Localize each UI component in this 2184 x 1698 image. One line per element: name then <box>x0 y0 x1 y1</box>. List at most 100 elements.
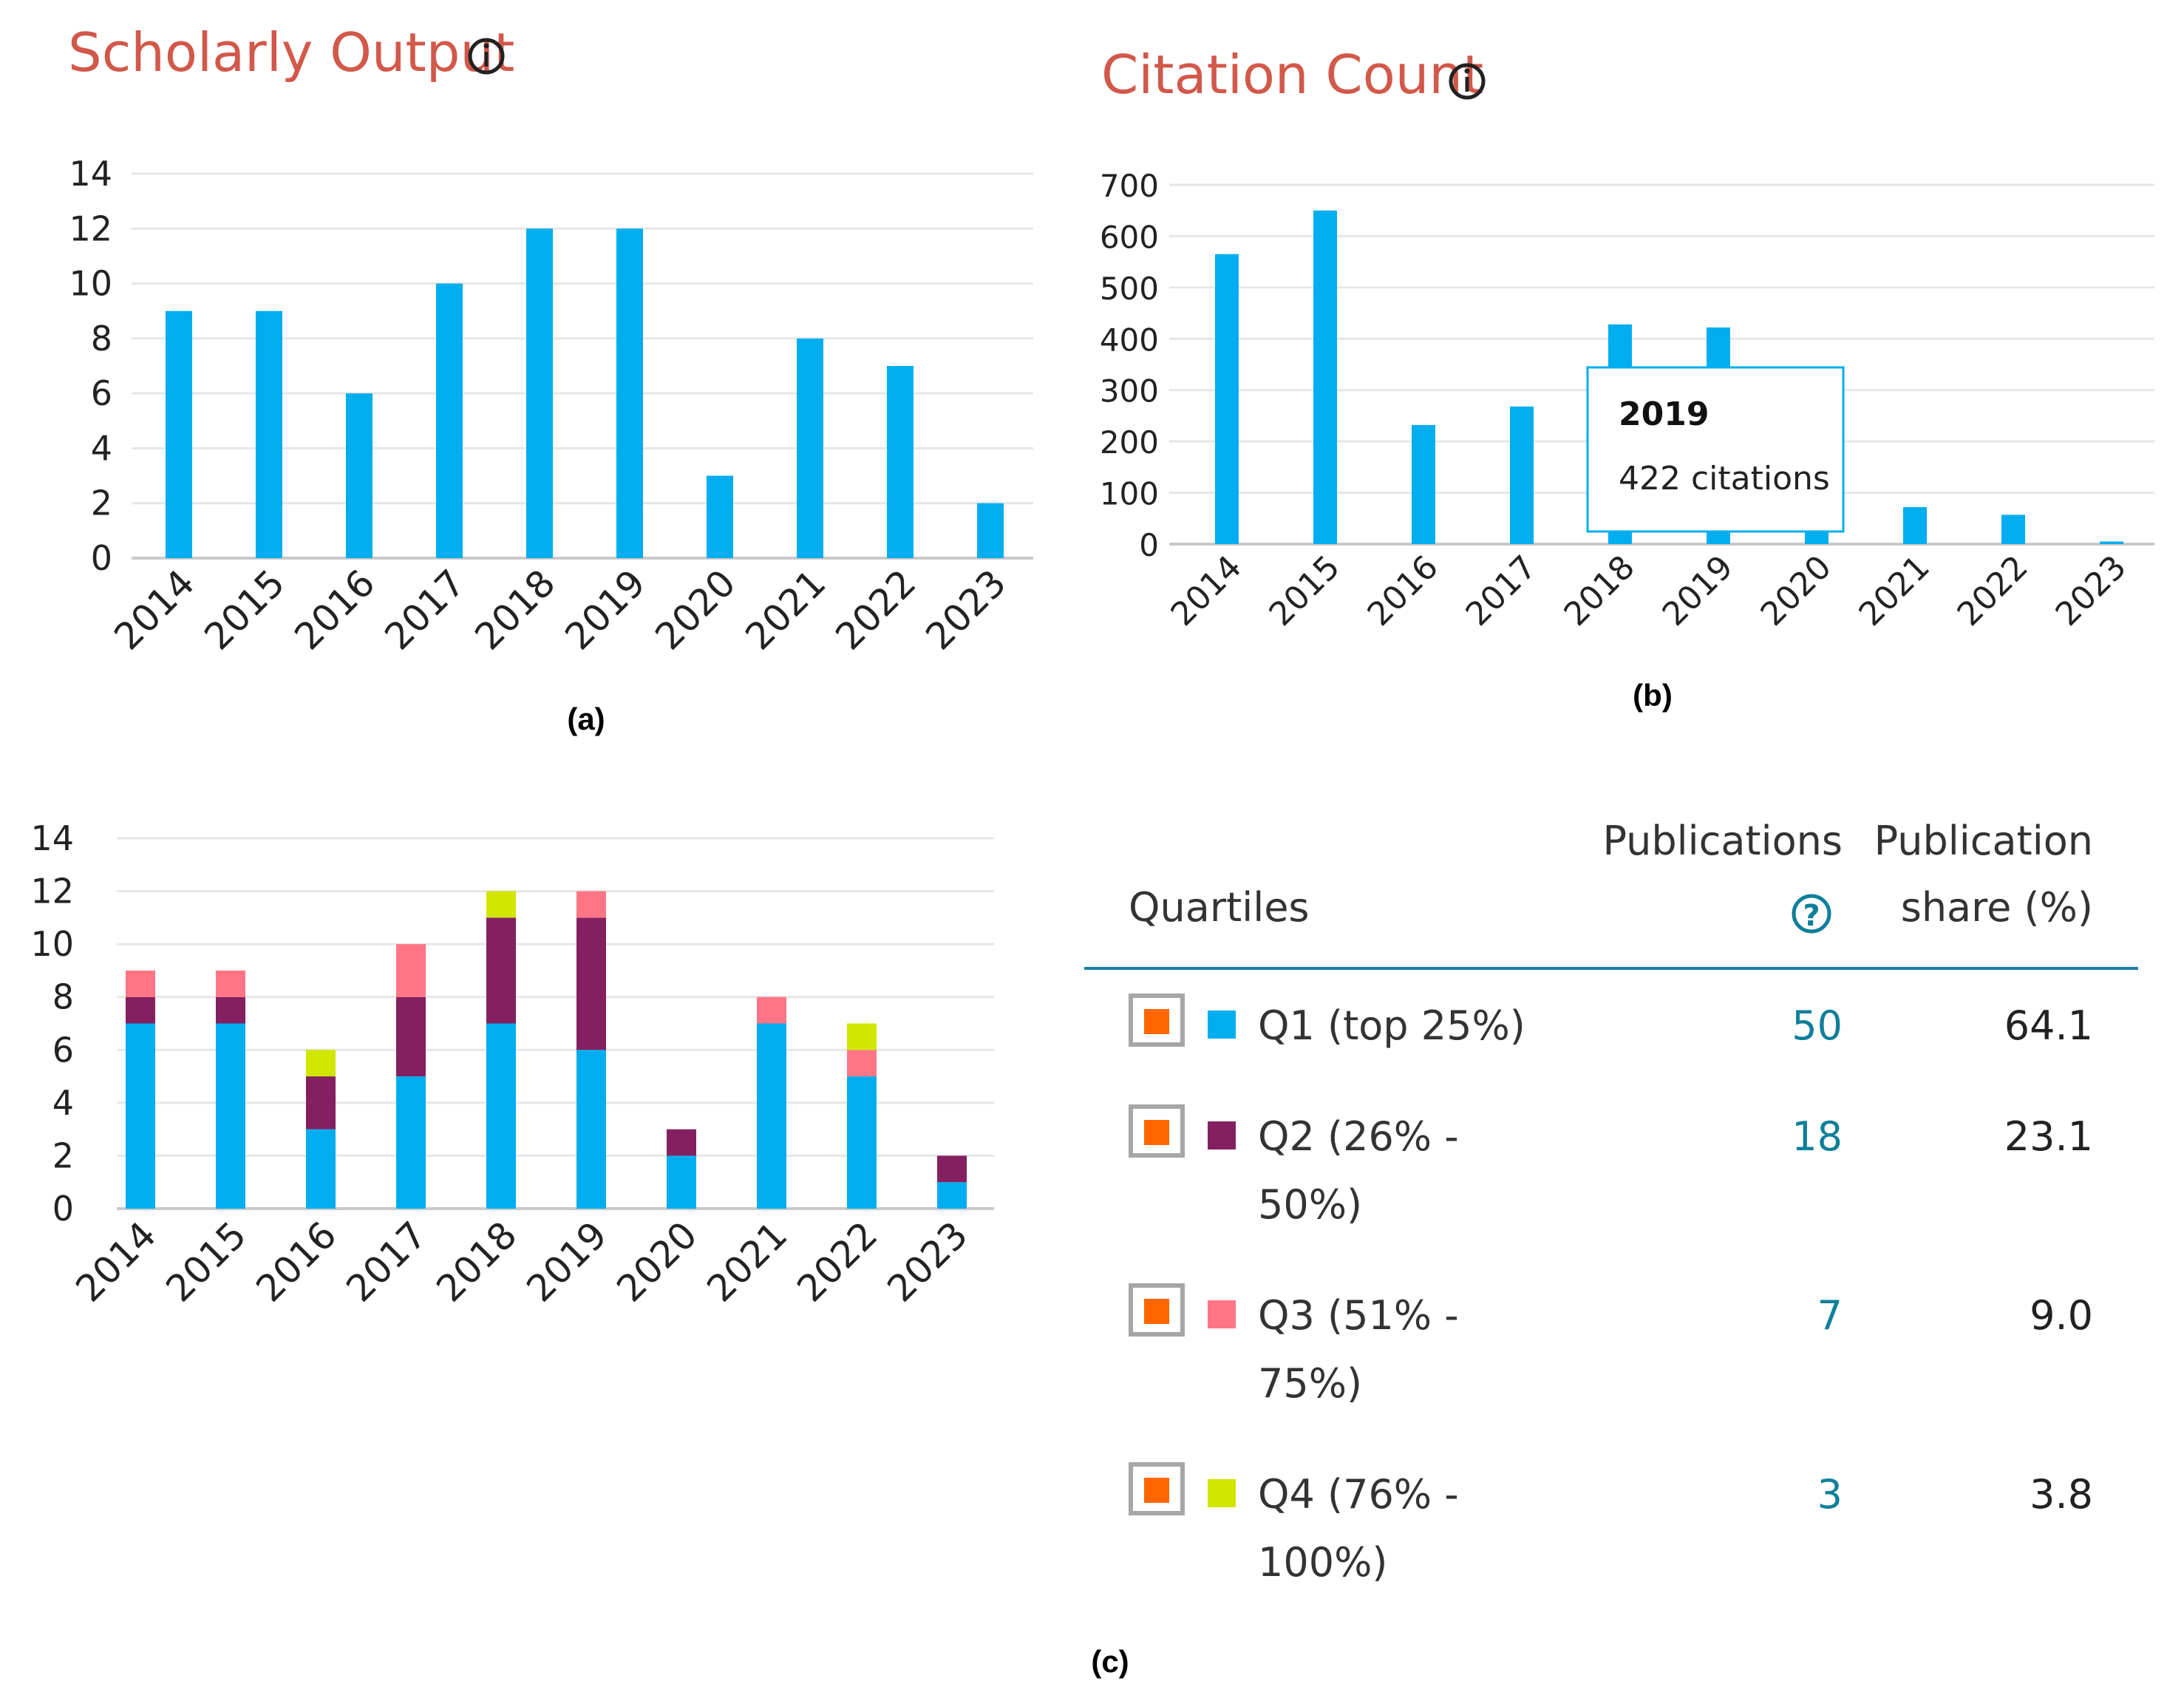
bar-2014[interactable] <box>166 310 192 558</box>
table-rows: Q1 (top 25%) 50 64.1 Q2 (26% - 50%) 18 23.1 Q3 … <box>1129 994 2093 1586</box>
y-tick-label: 8 <box>91 319 112 359</box>
x-tick-label: 2021 <box>1852 549 1937 634</box>
quartile-label: Q4 (76% - <box>1258 1471 1459 1518</box>
y-tick-label: 14 <box>69 154 112 194</box>
bar-segment-q4-2016[interactable] <box>306 1050 336 1077</box>
bar-2015[interactable] <box>256 310 282 558</box>
x-tick-label: 2019 <box>1656 549 1741 634</box>
legend-swatch <box>1208 1121 1236 1149</box>
y-tick-label: 0 <box>1139 527 1159 563</box>
y-tick-label: 2 <box>91 483 112 523</box>
bar-segment-q3-2021[interactable] <box>757 996 786 1024</box>
bar-segment-q1-2020[interactable] <box>667 1155 696 1209</box>
bar-2022[interactable] <box>887 366 914 558</box>
bar-2021[interactable] <box>797 338 823 558</box>
bar-segment-q2-2017[interactable] <box>396 996 426 1077</box>
bar-segment-q2-2014[interactable] <box>126 996 155 1024</box>
y-tick-label: 14 <box>30 818 74 858</box>
bar-segment-q2-2018[interactable] <box>486 917 516 1024</box>
bar-segment-q4-2018[interactable] <box>486 891 516 918</box>
toggle-checkbox[interactable] <box>1129 1283 1185 1337</box>
bar-2017[interactable] <box>436 283 463 558</box>
bar-2023[interactable] <box>2100 541 2123 544</box>
caption-c: (c) <box>1091 1644 1129 1679</box>
bar-segment-q1-2022[interactable] <box>847 1076 877 1209</box>
toggle-checkbox-fill <box>1144 1299 1169 1324</box>
bar-segment-q2-2020[interactable] <box>667 1129 696 1156</box>
legend-swatch <box>1208 1011 1236 1039</box>
bar-2019[interactable] <box>616 228 643 558</box>
y-tick-label: 500 <box>1100 271 1159 307</box>
toggle-checkbox[interactable] <box>1129 1104 1185 1158</box>
publications-value[interactable]: 3 <box>1817 1471 1843 1518</box>
bar-segment-q2-2016[interactable] <box>306 1076 336 1130</box>
bar-segment-q1-2023[interactable] <box>937 1182 967 1209</box>
x-tick-label: 2021 <box>698 1213 795 1310</box>
info-icon[interactable] <box>468 38 505 75</box>
bar-2022[interactable] <box>2001 515 2025 544</box>
table-row: Q3 (51% - 75%) 7 9.0 <box>1129 1283 2093 1407</box>
header-share-line2: share (%) <box>1901 884 2093 931</box>
quartile-label-cont: 50%) <box>1258 1181 1362 1228</box>
y-tick-label: 400 <box>1100 322 1159 358</box>
share-value: 64.1 <box>2004 1002 2093 1049</box>
bar-segment-q2-2023[interactable] <box>937 1155 967 1183</box>
bar-segment-q2-2019[interactable] <box>576 917 606 1050</box>
caption-a: (a) <box>567 702 605 736</box>
y-tick-label: 600 <box>1100 219 1159 255</box>
x-tick-label: 2022 <box>1950 549 2035 634</box>
bar-segment-q1-2021[interactable] <box>757 1023 786 1209</box>
bar-2016[interactable] <box>1412 424 1435 544</box>
bar-2018[interactable] <box>526 228 553 558</box>
bar-segment-q3-2017[interactable] <box>396 944 426 997</box>
toggle-checkbox-fill <box>1144 1478 1169 1503</box>
quartile-label: Q1 (top 25%) <box>1258 1002 1525 1049</box>
y-tick-label: 0 <box>91 538 112 578</box>
bar-segment-q1-2019[interactable] <box>576 1050 606 1209</box>
publications-value[interactable]: 7 <box>1817 1292 1843 1339</box>
bar-2023[interactable] <box>977 503 1004 558</box>
bar-segment-q1-2018[interactable] <box>486 1023 516 1209</box>
bar-2021[interactable] <box>1903 507 1927 544</box>
bar-segment-q1-2015[interactable] <box>216 1023 245 1209</box>
panel-b: Citation Count 0 100 200 300 400 500 600 700 20… <box>1100 44 2154 713</box>
y-tick-label: 100 <box>1100 476 1159 512</box>
bar-2014[interactable] <box>1215 254 1239 544</box>
bar-segment-q3-2014[interactable] <box>126 970 155 997</box>
chart-b-x-ticks: 2014 2015 2016 2017 2018 2019 2020 2021 2022 2023 <box>1164 549 2134 634</box>
bar-segment-q3-2022[interactable] <box>847 1050 877 1077</box>
bar-2017[interactable] <box>1510 406 1534 544</box>
header-share-line1: Publication <box>1874 818 2093 864</box>
bar-segment-q1-2014[interactable] <box>126 1023 155 1209</box>
bar-segment-q3-2015[interactable] <box>216 970 245 997</box>
help-icon[interactable]: ? <box>1792 894 1831 934</box>
legend-swatch <box>1208 1300 1236 1328</box>
share-value: 9.0 <box>2030 1292 2093 1339</box>
help-icon-glyph: ? <box>1803 899 1820 933</box>
bar-segment-q4-2022[interactable] <box>847 1023 877 1050</box>
share-value: 3.8 <box>2030 1471 2093 1518</box>
bar-segment-q1-2017[interactable] <box>396 1076 426 1209</box>
bar-2016[interactable] <box>346 393 372 558</box>
bar-segment-q2-2015[interactable] <box>216 996 245 1024</box>
x-tick-label: 2022 <box>789 1213 885 1310</box>
x-tick-label: 2016 <box>286 561 383 658</box>
toggle-checkbox[interactable] <box>1129 1462 1185 1515</box>
x-tick-label: 2020 <box>608 1213 705 1310</box>
info-icon[interactable] <box>1449 63 1486 100</box>
x-tick-label: 2015 <box>157 1213 254 1310</box>
publications-value[interactable]: 50 <box>1792 1002 1843 1049</box>
bar-segment-q3-2019[interactable] <box>576 891 606 918</box>
x-tick-label: 2023 <box>917 561 1014 658</box>
x-tick-label: 2014 <box>67 1213 164 1310</box>
header-quartiles: Quartiles <box>1129 884 1310 931</box>
quartile-table: Quartiles Publications ? Publication sha… <box>1084 818 2138 1679</box>
chart-b-y-ticks: 0 100 200 300 400 500 600 700 <box>1100 168 1159 563</box>
publications-value[interactable]: 18 <box>1792 1113 1843 1160</box>
bar-2020[interactable] <box>707 475 733 558</box>
table-row: Q1 (top 25%) 50 64.1 <box>1129 994 2093 1049</box>
bar-2015[interactable] <box>1313 210 1337 544</box>
bar-segment-q1-2016[interactable] <box>306 1129 336 1209</box>
